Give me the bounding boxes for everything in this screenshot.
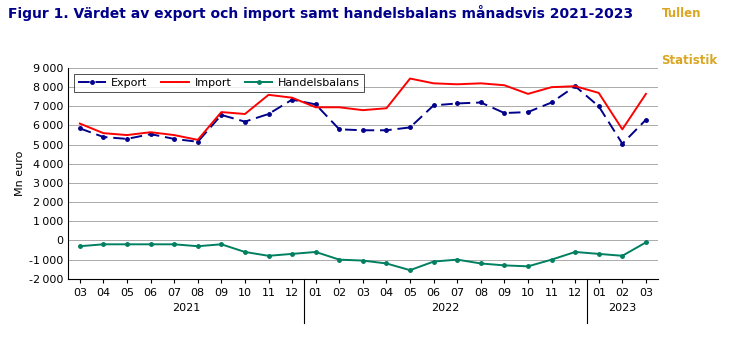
Y-axis label: Mn euro: Mn euro — [14, 151, 25, 196]
Text: 2022: 2022 — [431, 303, 460, 312]
Text: Tullen: Tullen — [662, 7, 701, 20]
Text: 2023: 2023 — [609, 303, 637, 312]
Text: Statistik: Statistik — [662, 54, 717, 67]
Text: 2021: 2021 — [172, 303, 200, 312]
Text: Figur 1. Värdet av export och import samt handelsbalans månadsvis 2021-2023: Figur 1. Värdet av export och import sam… — [8, 5, 633, 21]
Legend: Export, Import, Handelsbalans: Export, Import, Handelsbalans — [73, 73, 364, 92]
